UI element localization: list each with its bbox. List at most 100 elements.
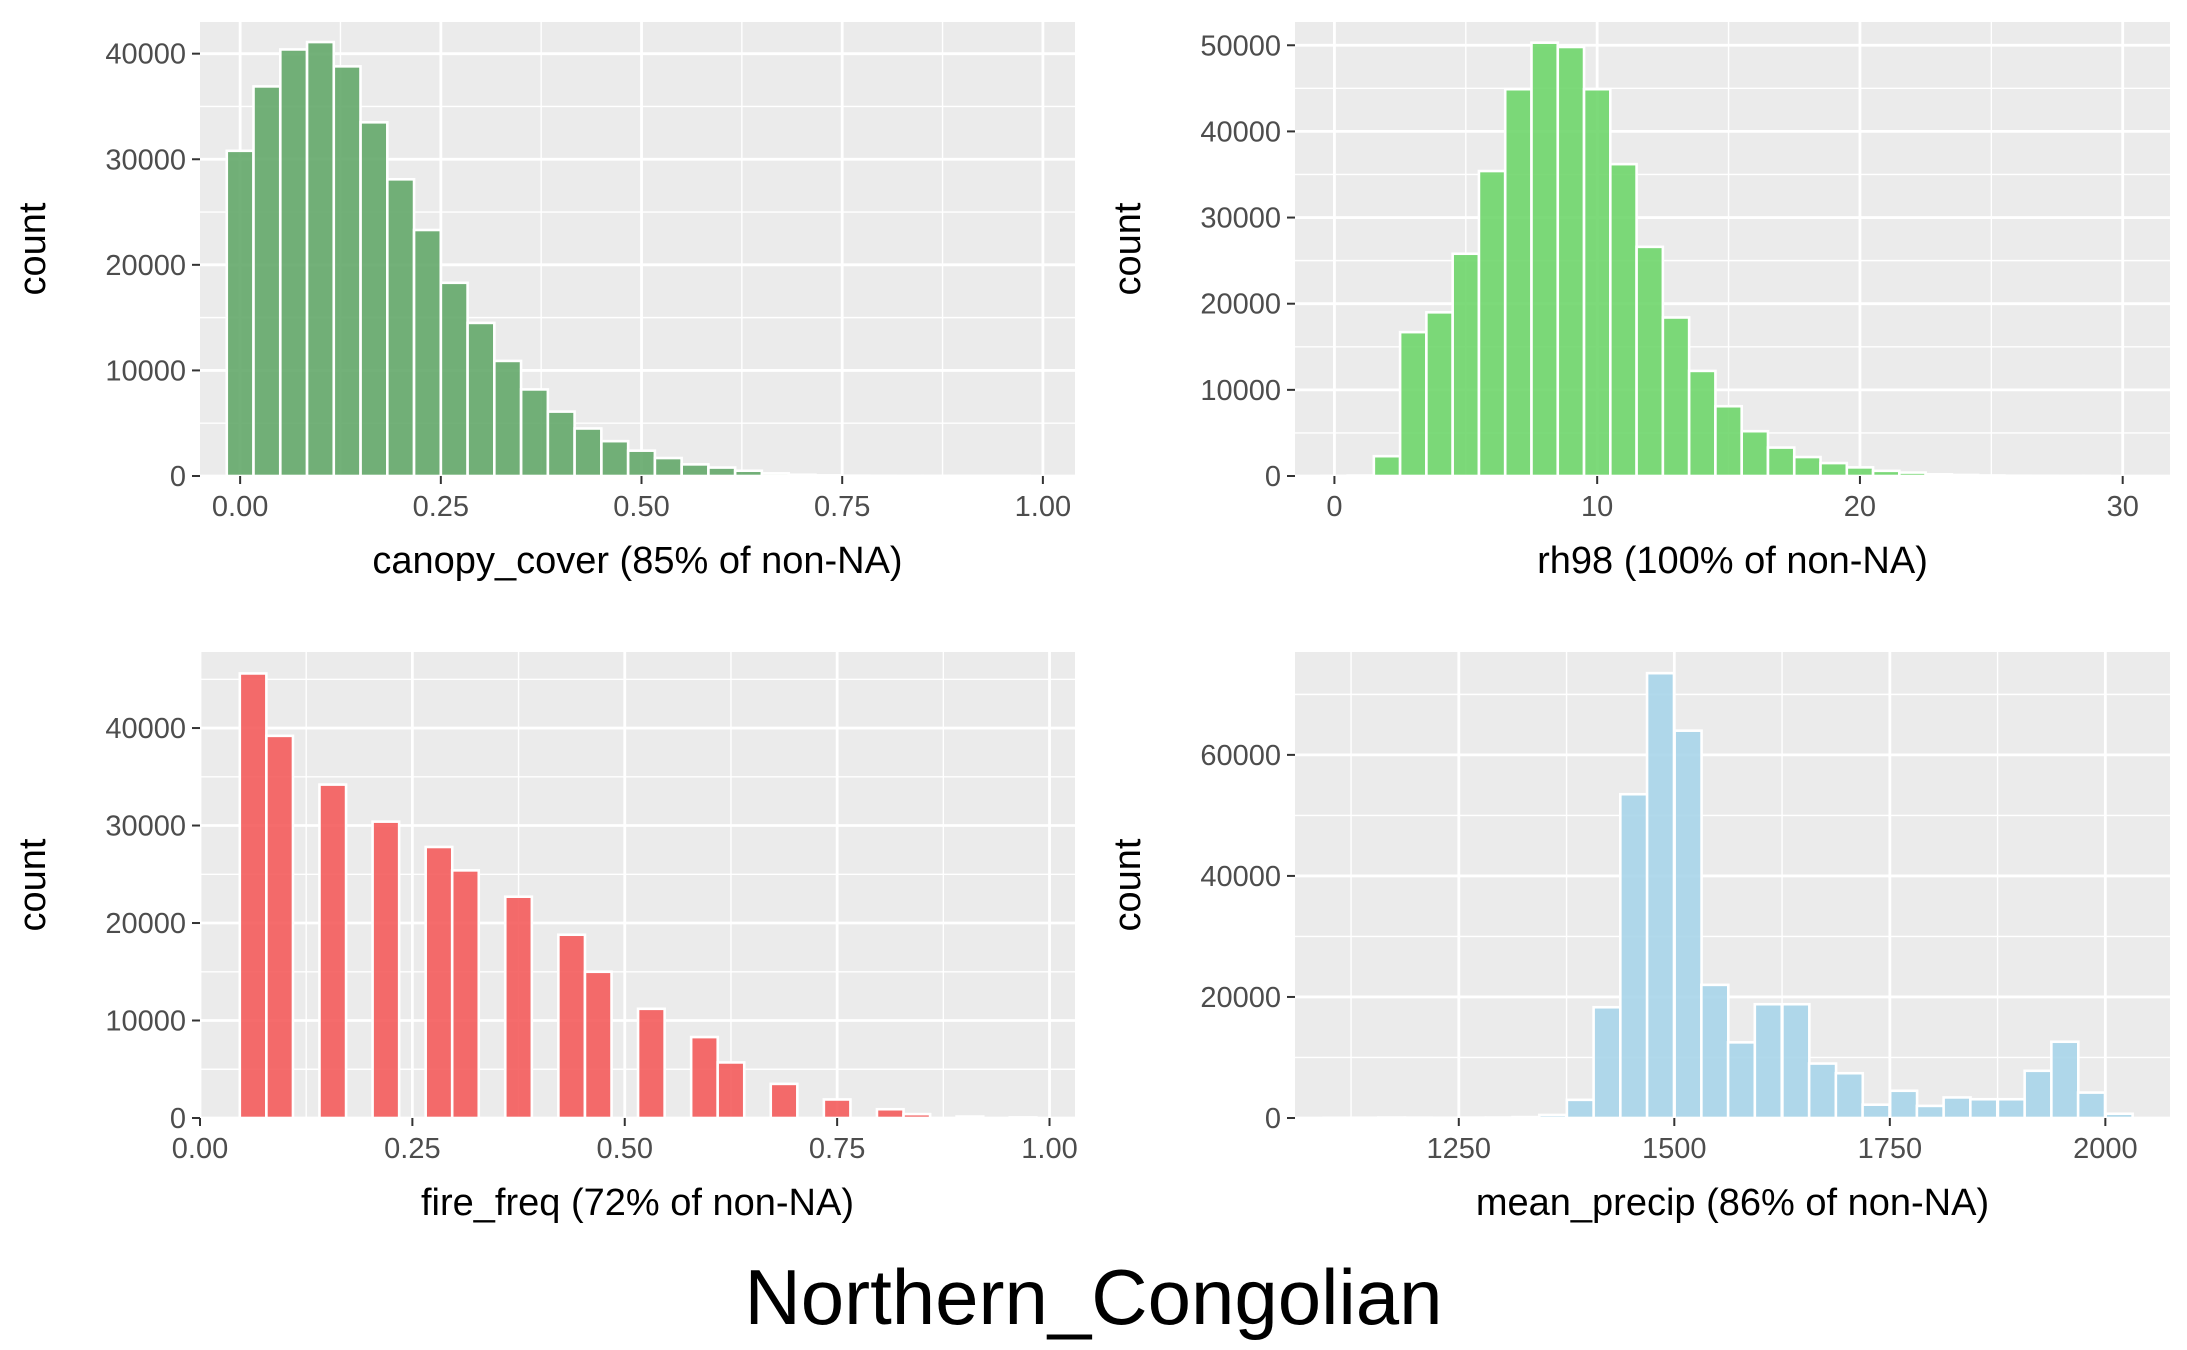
x-tick-label: 0.00 xyxy=(212,491,268,523)
y-tick-label: 20000 xyxy=(105,250,186,282)
histogram-bar xyxy=(1537,1113,1568,1120)
histogram-bar xyxy=(1819,461,1849,478)
histogram-bar xyxy=(1714,404,1743,478)
histogram-bar xyxy=(1008,1116,1038,1120)
histogram-bar xyxy=(1845,466,1875,478)
chart-panel-1: 0.00 0.25 0.50 0.75 1.00 0 10000 20000 30000 4000… xyxy=(12,22,1075,582)
histogram-bar xyxy=(1753,1002,1784,1120)
histogram-bar xyxy=(626,449,657,478)
histogram-bar xyxy=(1950,473,1980,478)
histogram-bar xyxy=(359,121,389,478)
histogram-bar xyxy=(769,1082,799,1120)
y-tick-label: 10000 xyxy=(105,1006,186,1038)
histogram-bar xyxy=(653,456,683,478)
x-tick-label: 0.50 xyxy=(613,491,669,523)
y-tick-label: 20000 xyxy=(105,908,186,940)
figure-title: Northern_Congolian xyxy=(744,1253,1443,1341)
y-axis-title: count xyxy=(1107,202,1149,295)
histogram-bar xyxy=(1740,429,1770,478)
x-axis-title: rh98 (100% of non-NA) xyxy=(1537,540,1928,582)
histogram-bar xyxy=(1556,45,1586,478)
histogram-bar xyxy=(1503,87,1533,478)
histogram-bar xyxy=(238,672,268,1120)
histogram-bar xyxy=(573,427,603,478)
y-tick-label: 0 xyxy=(170,461,186,493)
histogram-bar xyxy=(519,388,550,478)
histogram-bar xyxy=(1996,1097,2027,1120)
histogram-bar xyxy=(279,48,309,478)
histogram-bar xyxy=(466,321,496,478)
histogram-bar xyxy=(439,281,469,478)
y-tick-label: 30000 xyxy=(105,811,186,843)
y-tick-label: 40000 xyxy=(105,713,186,745)
histogram-bar xyxy=(546,410,576,478)
histogram-bar xyxy=(2050,1040,2080,1120)
x-tick-label: 30 xyxy=(2107,491,2139,523)
histogram-bar xyxy=(225,149,255,478)
histogram-bar xyxy=(1511,1115,1541,1120)
x-tick-label: 0.25 xyxy=(413,491,469,523)
histogram-bar xyxy=(1976,474,2006,478)
histogram-bar xyxy=(583,970,613,1120)
histogram-bar xyxy=(1898,471,1927,478)
x-tick-label: 0 xyxy=(1326,491,1342,523)
y-tick-label: 10000 xyxy=(1200,375,1281,407)
x-axis-title: mean_precip (86% of non-NA) xyxy=(1476,1182,1989,1224)
histogram-bar xyxy=(1530,41,1560,478)
histogram-bar xyxy=(1687,369,1717,478)
x-tick-label: 0.25 xyxy=(384,1133,440,1165)
plot-background xyxy=(1295,652,2170,1118)
y-tick-label: 50000 xyxy=(1200,30,1281,62)
y-tick-label: 0 xyxy=(1265,461,1281,493)
chart-panel-3: 0.00 0.25 0.50 0.75 1.00 0 10000 20000 30000 4000… xyxy=(12,652,1078,1224)
chart-panel-4: 1250 1500 1750 20000200004000060000mean_pre… xyxy=(1107,652,2170,1224)
histogram-bar xyxy=(1635,245,1665,478)
histogram-bar xyxy=(1807,1062,1838,1120)
y-tick-label: 10000 xyxy=(105,355,186,387)
histogram-bar xyxy=(386,178,416,478)
y-axis-title: count xyxy=(12,838,54,931)
histogram-bar xyxy=(252,85,282,478)
histogram-bar xyxy=(1673,729,1703,1120)
histogram-bar xyxy=(557,933,587,1120)
y-tick-label: 40000 xyxy=(105,39,186,71)
x-tick-label: 1.00 xyxy=(1015,491,1071,523)
chart-panel-2: 0 10 20 30 0 10000 20000 30000 40000 50000 rh98 (1… xyxy=(1107,22,2170,582)
x-axis-title: canopy_cover (85% of non-NA) xyxy=(372,540,902,582)
histogram-bar xyxy=(1425,311,1454,478)
histogram-bar xyxy=(1592,1005,1622,1120)
histogram-bar xyxy=(1969,1097,1999,1120)
histogram-bar xyxy=(707,466,737,478)
x-tick-label: 20 xyxy=(1844,491,1876,523)
histogram-bar xyxy=(493,359,523,478)
histogram-bar xyxy=(875,1107,905,1120)
histogram-bar xyxy=(733,469,764,478)
histogram-bar xyxy=(1834,1071,1865,1120)
x-tick-label: 1500 xyxy=(1642,1133,1707,1165)
y-axis-title: count xyxy=(1107,838,1149,931)
x-tick-label: 0.75 xyxy=(814,491,870,523)
x-tick-label: 0.50 xyxy=(597,1133,653,1165)
x-tick-label: 0.00 xyxy=(172,1133,228,1165)
y-tick-label: 20000 xyxy=(1200,982,1281,1014)
histogram-bar xyxy=(902,1112,932,1120)
x-tick-label: 2000 xyxy=(2073,1133,2138,1165)
histogram-bar xyxy=(1609,162,1638,478)
histogram-bar xyxy=(371,820,401,1120)
histogram-bar xyxy=(503,895,534,1120)
histogram-bar xyxy=(1792,455,1822,478)
histogram-bar xyxy=(636,1007,666,1120)
histogram-bar xyxy=(814,474,844,478)
histogram-bar xyxy=(318,783,348,1120)
histogram-bar xyxy=(787,473,817,478)
histogram-bar xyxy=(689,1035,720,1120)
histogram-bar xyxy=(1451,252,1481,478)
histogram-bar xyxy=(1871,469,1901,478)
y-tick-label: 0 xyxy=(170,1103,186,1135)
x-tick-label: 1.00 xyxy=(1021,1133,1077,1165)
histogram-bar xyxy=(1726,1041,1757,1120)
histogram-bar xyxy=(2104,1112,2134,1120)
histogram-bar xyxy=(1861,1103,1891,1120)
y-axis-title: count xyxy=(12,202,54,295)
